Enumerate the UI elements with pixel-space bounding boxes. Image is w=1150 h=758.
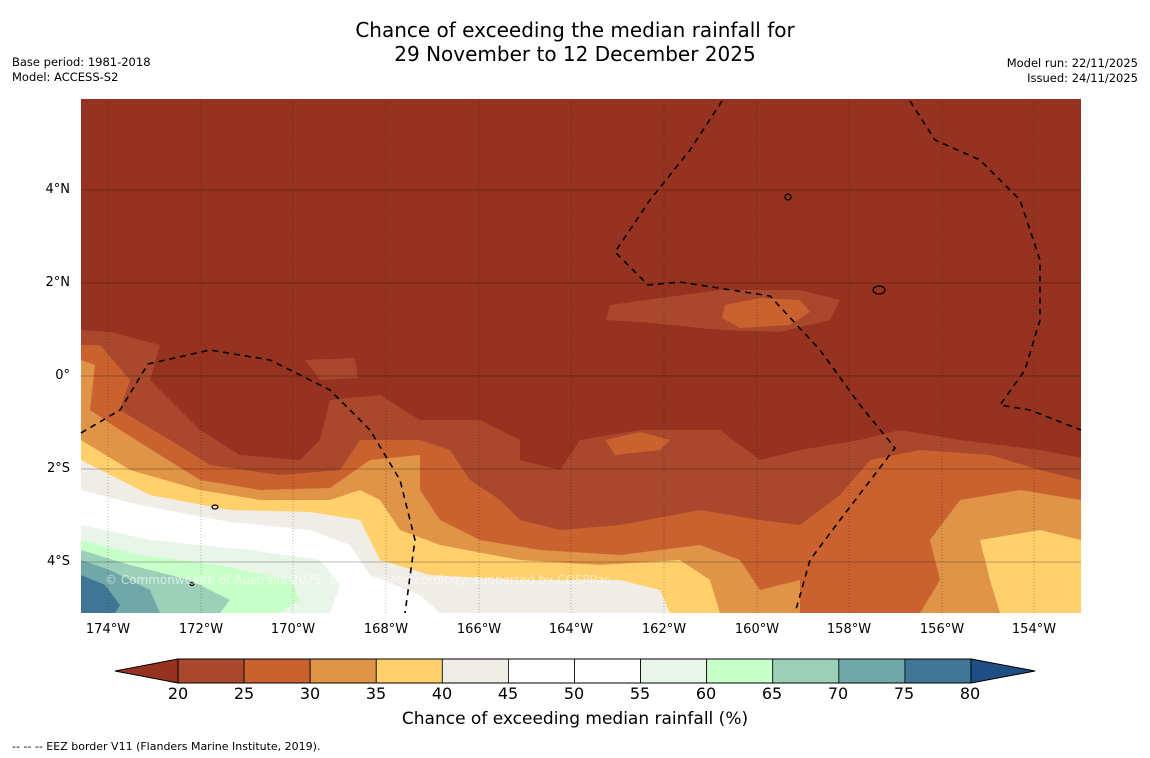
lat-label-0: 0° <box>55 368 70 383</box>
colorbar-tick-50: 50 <box>563 684 585 703</box>
colorbar-over-triangle <box>970 658 1036 684</box>
colorbar-label: Chance of exceeding median rainfall (%) <box>401 709 749 729</box>
eez-legend-note: -- -- -- EEZ border V11 (Flanders Marine… <box>12 740 321 753</box>
lat-label-2s: 2°S <box>46 461 70 476</box>
colorbar-cell-6 <box>574 658 641 684</box>
lon-label-166w: 166°W <box>456 622 502 637</box>
island-2 <box>872 285 886 295</box>
colorbar-cell-3 <box>375 658 443 684</box>
blob-30-35-north <box>722 298 810 328</box>
colorbar-cell-4 <box>441 658 509 684</box>
island-1 <box>784 193 792 201</box>
colorbar-cells <box>177 658 972 684</box>
island-3 <box>211 504 219 510</box>
colorbar-tick-40: 40 <box>431 684 453 703</box>
colorbar-tick-70: 70 <box>827 684 849 703</box>
lon-label-170w: 170°W <box>270 622 316 637</box>
colorbar-cell-0 <box>177 658 245 684</box>
island-4 <box>189 581 195 587</box>
issued-date: Issued: 24/11/2025 <box>1027 71 1138 85</box>
lat-label-4s: 4°S <box>46 554 70 569</box>
eez-border-central <box>613 100 897 614</box>
lon-label-154w: 154°W <box>1011 622 1057 637</box>
colorbar-tick-80: 80 <box>959 684 981 703</box>
islands <box>189 193 886 587</box>
colorbar-cell-8 <box>706 658 774 684</box>
colorbar-cell-9 <box>772 658 840 684</box>
lon-label-156w: 156°W <box>919 622 965 637</box>
colorbar-frame <box>177 658 972 684</box>
colorbar-cell-1 <box>243 658 311 684</box>
lat-label-2n: 2°N <box>45 275 71 290</box>
meta-right: Model run: 22/11/2025 Issued: 24/11/2025 <box>1007 56 1138 86</box>
meta-left: Base period: 1981-2018 Model: ACCESS-S2 <box>12 55 151 85</box>
lat-label-4n: 4°N <box>45 182 71 197</box>
lon-label-168w: 168°W <box>363 622 409 637</box>
lon-label-174w: 174°W <box>85 622 131 637</box>
colorbar-tick-30: 30 <box>299 684 321 703</box>
band-75-80 <box>81 575 120 613</box>
colorbar-tick-45: 45 <box>497 684 519 703</box>
colorbar-tick-75: 75 <box>893 684 915 703</box>
colorbar-tick-25: 25 <box>233 684 255 703</box>
eez-border-west <box>80 349 416 614</box>
lon-label-160w: 160°W <box>734 622 780 637</box>
colorbar-tick-35: 35 <box>365 684 387 703</box>
blob-25-30-small <box>305 358 358 380</box>
colorbar-cell-11 <box>904 658 972 684</box>
watermark: © Commonwealth of Australia 2025, Bureau… <box>105 573 610 587</box>
model-run: Model run: 22/11/2025 <box>1006 56 1138 70</box>
colorbar-tick-65: 65 <box>761 684 783 703</box>
colorbar-cell-5 <box>508 658 575 684</box>
chart-title: Chance of exceeding the median rainfall … <box>0 18 1150 66</box>
colorbar-tick-60: 60 <box>695 684 717 703</box>
eez-borders <box>80 100 1082 614</box>
title-line-2: 29 November to 12 December 2025 <box>394 42 756 66</box>
colorbar-tick-55: 55 <box>629 684 651 703</box>
band-40-45-east <box>980 530 1081 613</box>
colorbar <box>114 658 1036 684</box>
colorbar-cell-10 <box>838 658 906 684</box>
colorbar-cell-7 <box>640 658 708 684</box>
title-line-1: Chance of exceeding the median rainfall … <box>355 18 795 42</box>
lon-label-164w: 164°W <box>548 622 594 637</box>
blob-30-35-mid <box>605 432 670 455</box>
lon-label-162w: 162°W <box>641 622 687 637</box>
model-name: Model: ACCESS-S2 <box>12 70 119 84</box>
colorbar-under-triangle <box>114 658 179 684</box>
colorbar-cell-2 <box>309 658 377 684</box>
eez-border-east <box>909 100 1082 431</box>
base-period: Base period: 1981-2018 <box>12 55 151 69</box>
lon-label-158w: 158°W <box>826 622 872 637</box>
colorbar-tick-20: 20 <box>167 684 189 703</box>
lon-label-172w: 172°W <box>178 622 224 637</box>
graticule <box>81 99 1081 613</box>
colorbar-ticks: 20 25 30 35 40 45 50 55 60 65 70 75 80 <box>0 684 1150 704</box>
